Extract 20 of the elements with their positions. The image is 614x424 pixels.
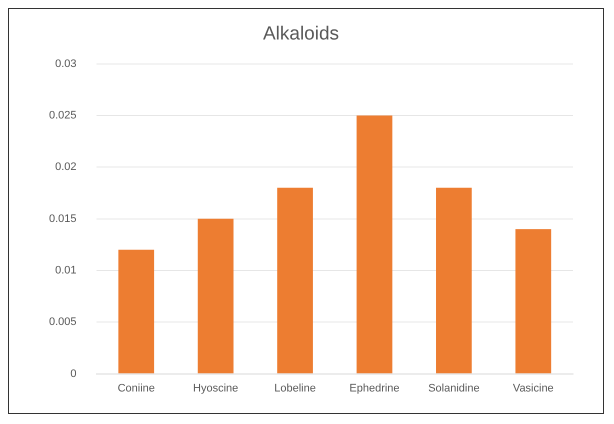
y-tick-label: 0.01 — [55, 264, 77, 276]
y-tick-label: 0 — [70, 368, 77, 380]
x-tick-label: Hyoscine — [193, 382, 238, 394]
x-tick-label: Solanidine — [428, 382, 480, 394]
x-tick-label: Lobeline — [274, 382, 316, 394]
y-tick-label: 0.02 — [55, 161, 77, 174]
x-tick-label: Vasicine — [512, 382, 554, 394]
bar — [356, 115, 392, 374]
bar — [436, 188, 472, 374]
bar — [515, 229, 552, 374]
chart-title: Alkaloids — [262, 24, 340, 45]
x-tick-label: Coniine — [118, 382, 155, 394]
y-tick-label: 0.015 — [48, 212, 77, 225]
y-tick-label: 0.03 — [55, 58, 77, 70]
x-tick-label: Ephedrine — [349, 382, 400, 394]
bar — [198, 218, 234, 374]
bar — [118, 250, 154, 374]
y-tick-label: 0.025 — [48, 110, 77, 122]
bar — [277, 188, 313, 374]
y-tick-label: 0.005 — [48, 316, 77, 328]
